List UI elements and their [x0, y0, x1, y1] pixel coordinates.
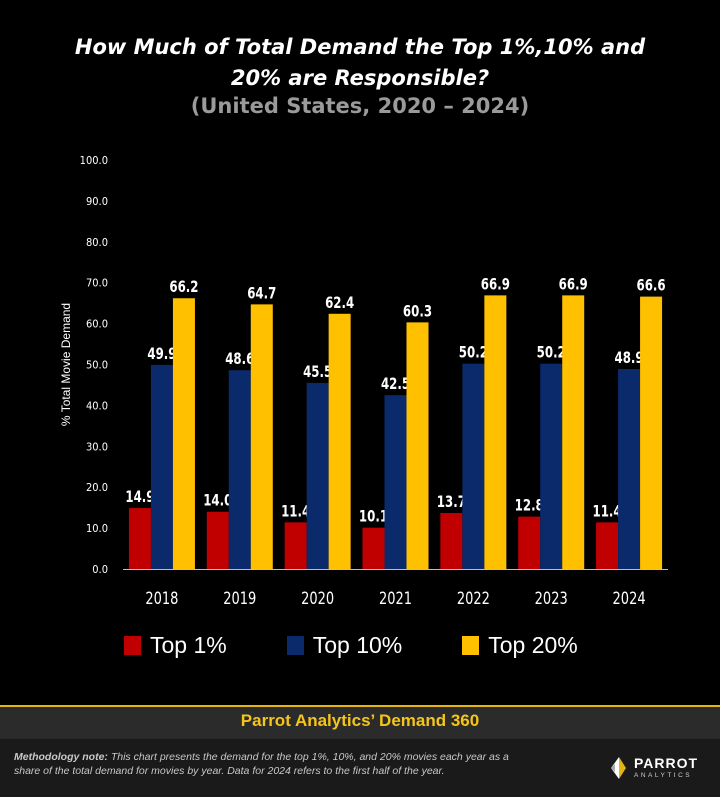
data-label: 10.1 — [359, 507, 388, 526]
y-tick-label: 20.0 — [86, 481, 108, 494]
y-tick-label: 90.0 — [86, 195, 108, 208]
legend-label-top-10: Top 10% — [312, 632, 403, 658]
data-label: 64.7 — [247, 284, 276, 303]
source-banner: Parrot Analytics’ Demand 360 — [0, 705, 720, 739]
data-label: 48.9 — [615, 349, 644, 368]
bar-top20-2018 — [172, 298, 195, 569]
data-label: 48.6 — [225, 350, 254, 369]
y-tick-label: 50.0 — [86, 359, 108, 372]
legend-item-top-10: Top 10% — [286, 632, 403, 659]
bar-top10-2022 — [462, 363, 485, 569]
bar-top20-2019 — [250, 304, 273, 569]
data-label: 13.7 — [437, 493, 466, 512]
bar-top1-2022 — [440, 512, 463, 569]
y-tick-label: 70.0 — [86, 277, 108, 290]
legend-item-top-1: Top 1% — [124, 632, 227, 659]
y-tick-label: 40.0 — [86, 399, 108, 412]
logo-subtext: ANALYTICS — [634, 772, 693, 779]
x-tick-label: 2018 — [145, 588, 178, 608]
bar-top20-2024 — [640, 296, 663, 569]
data-label: 66.9 — [559, 275, 588, 294]
methodology-note: Methodology note: This chart presents th… — [0, 739, 720, 797]
data-label: 66.2 — [169, 278, 198, 297]
bar-top1-2021 — [362, 527, 385, 569]
legend-swatch-top-20 — [462, 636, 480, 655]
methodology-body: This chart presents the demand for the t… — [14, 751, 509, 777]
data-label: 50.2 — [459, 343, 488, 362]
chart-subtitle: (United States, 2020 – 2024) — [190, 94, 530, 118]
bar-top10-2021 — [384, 395, 407, 569]
y-tick-label: 100.0 — [80, 154, 108, 167]
data-label: 14.0 — [203, 492, 232, 511]
logo-wordmark: PARROT — [634, 755, 699, 771]
bar-top10-2020 — [306, 382, 329, 569]
bar-top10-2019 — [228, 370, 251, 569]
bar-top1-2018 — [128, 508, 151, 569]
y-axis-title: % Total Movie Demand — [59, 303, 73, 426]
y-tick-label: 0.0 — [92, 563, 108, 576]
x-tick-label: 2020 — [301, 588, 334, 608]
y-tick-label: 80.0 — [86, 236, 108, 249]
bar-top10-2018 — [150, 364, 173, 569]
parrot-logo-icon — [611, 757, 626, 779]
data-label: 60.3 — [403, 302, 432, 321]
x-tick-label: 2021 — [379, 588, 412, 608]
banner-accent-line — [0, 705, 720, 707]
data-label: 11.4 — [281, 502, 310, 521]
bar-top10-2024 — [618, 368, 641, 569]
data-label: 66.9 — [481, 275, 510, 294]
methodology-label: Methodology note: — [14, 751, 108, 763]
data-label: 42.5 — [381, 375, 410, 394]
legend-swatch-top-10 — [286, 636, 304, 655]
data-label: 66.6 — [637, 276, 666, 295]
legend-label-top-1: Top 1% — [150, 632, 227, 658]
x-tick-label: 2019 — [223, 588, 256, 608]
data-label: 12.8 — [515, 496, 544, 515]
data-label: 49.9 — [147, 345, 176, 364]
x-tick-label: 2022 — [457, 588, 490, 608]
bar-top20-2020 — [328, 313, 351, 569]
data-label: 45.5 — [303, 363, 332, 382]
bar-top1-2024 — [596, 522, 619, 569]
bar-top1-2020 — [284, 522, 307, 569]
bar-top10-2023 — [540, 363, 563, 569]
data-label: 62.4 — [325, 294, 354, 313]
legend: Top 1% Top 10% Top 20% — [124, 632, 638, 659]
y-tick-label: 30.0 — [86, 440, 108, 453]
methodology-text: Methodology note: This chart presents th… — [14, 750, 534, 778]
x-tick-label: 2023 — [535, 588, 568, 608]
bar-top20-2021 — [406, 322, 429, 569]
legend-label-top-20: Top 20% — [488, 632, 578, 658]
bar-top1-2019 — [206, 511, 229, 569]
y-tick-label: 60.0 — [86, 318, 108, 331]
chart-title-line-2: 20% are Responsible? — [230, 66, 490, 90]
data-label: 11.4 — [593, 502, 622, 521]
legend-swatch-top-1 — [124, 636, 141, 655]
x-tick-label: 2024 — [613, 588, 646, 608]
parrot-analytics-logo: PARROT ANALYTICS — [606, 753, 698, 783]
bar-top20-2023 — [562, 295, 585, 569]
bar-top20-2022 — [484, 295, 507, 569]
legend-item-top-20: Top 20% — [462, 632, 578, 659]
data-label: 14.9 — [125, 488, 154, 507]
chart-title-line-1: How Much of Total Demand the Top 1%,10% … — [74, 35, 646, 59]
chart-title: How Much of Total Demand the Top 1%,10% … — [0, 32, 720, 94]
banner-text: Parrot Analytics’ Demand 360 — [240, 711, 480, 730]
data-label: 50.2 — [537, 343, 566, 362]
bar-top1-2023 — [518, 516, 541, 569]
bar-chart: 0.0 10.0 20.0 30.0 40.0 50.0 60.0 70.0 80.0 90.0 1… — [59, 154, 668, 608]
y-tick-label: 10.0 — [86, 522, 108, 535]
